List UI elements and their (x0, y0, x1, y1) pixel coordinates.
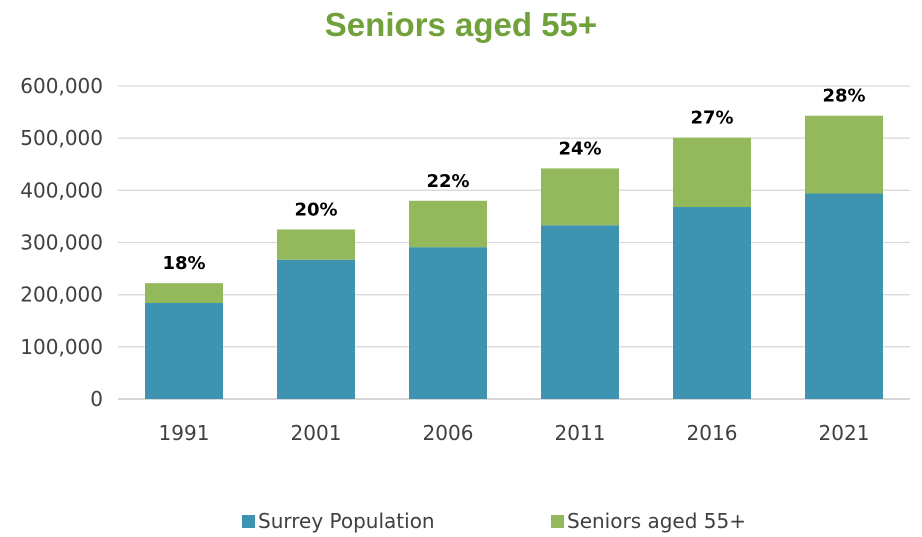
bar-surrey-population (145, 303, 223, 399)
grid-lines (118, 85, 910, 400)
bar-surrey-population (805, 193, 883, 399)
y-tick-label: 100,000 (20, 335, 103, 359)
x-axis-ticks: 1991 2001 2006 2011 2016 2021 (159, 421, 870, 445)
bar-surrey-population (277, 259, 355, 399)
x-tick-label: 2016 (687, 421, 738, 445)
bar-seniors-aged-55 (805, 115, 883, 194)
y-tick-label: 300,000 (20, 231, 103, 255)
bar-surrey-population (409, 247, 487, 399)
legend-swatch (242, 515, 255, 528)
data-label: 18% (162, 253, 205, 274)
bar-seniors-aged-55 (277, 229, 355, 260)
chart-title: Seniors aged 55+ (324, 6, 598, 43)
x-tick-label: 2011 (555, 421, 606, 445)
bar-seniors-aged-55 (541, 168, 619, 226)
data-label: 20% (294, 199, 337, 220)
bar-surrey-population (541, 225, 619, 399)
legend-label: Seniors aged 55+ (567, 509, 746, 533)
y-tick-label: 0 (90, 387, 103, 411)
data-labels: 18% 20% 22% 24% 27% 28% (162, 86, 865, 274)
data-label: 27% (690, 108, 733, 129)
x-tick-label: 2006 (423, 421, 474, 445)
x-tick-label: 1991 (159, 421, 210, 445)
legend-swatch (551, 515, 564, 528)
y-axis-ticks: 0 100,000 200,000 300,000 400,000 500,000 600,… (20, 74, 103, 411)
data-label: 24% (558, 138, 601, 159)
y-tick-label: 400,000 (20, 178, 103, 202)
y-tick-label: 600,000 (20, 74, 103, 98)
legend: Surrey Population Seniors aged 55+ (242, 509, 746, 533)
y-tick-label: 500,000 (20, 126, 103, 150)
legend-label: Surrey Population (258, 509, 435, 533)
bar-seniors-aged-55 (409, 200, 487, 248)
bar-seniors-aged-55 (145, 283, 223, 304)
bar-seniors-aged-55 (673, 137, 751, 208)
x-tick-label: 2021 (819, 421, 870, 445)
bar-surrey-population (673, 207, 751, 399)
x-tick-label: 2001 (291, 421, 342, 445)
bars (145, 115, 883, 399)
y-tick-label: 200,000 (20, 283, 103, 307)
data-label: 22% (426, 171, 469, 192)
data-label: 28% (822, 86, 865, 107)
